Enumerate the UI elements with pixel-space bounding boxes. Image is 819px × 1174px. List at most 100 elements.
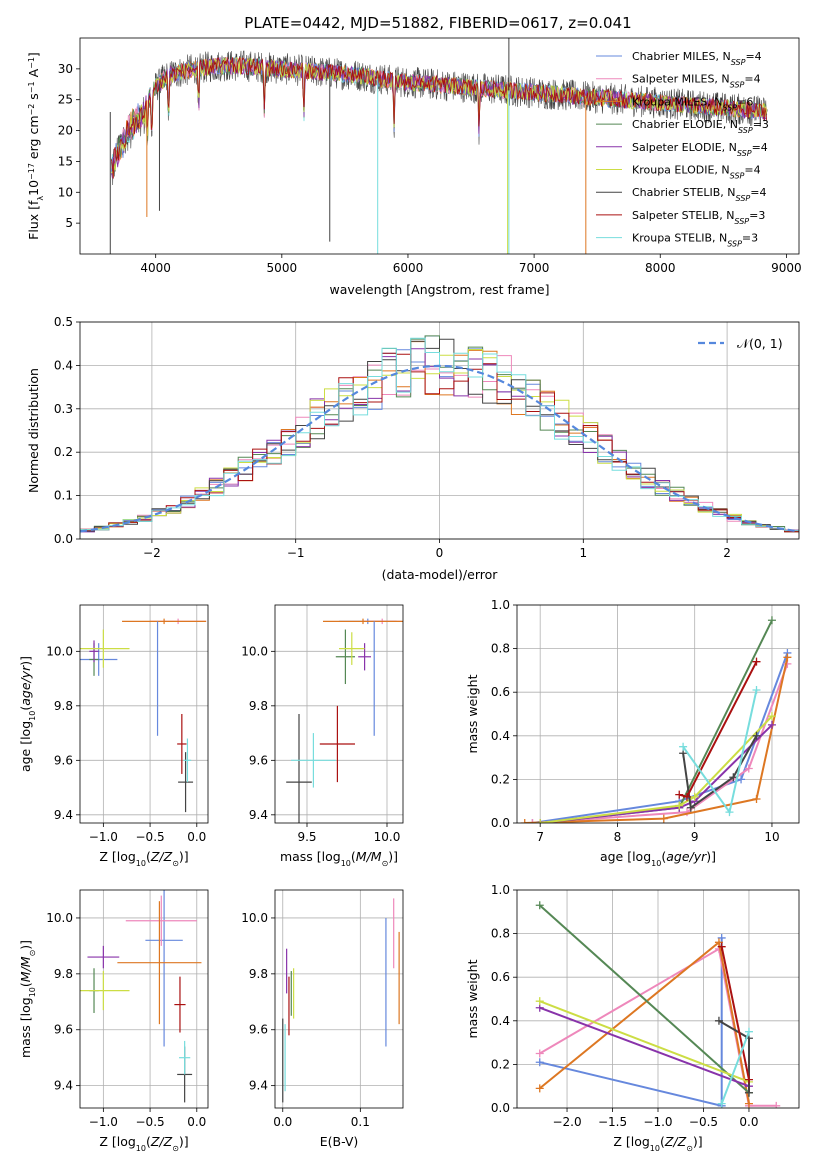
label-part: mass [log (18, 997, 33, 1058)
weight-marker (535, 997, 544, 1006)
y-axis-label: mass weight (465, 674, 480, 753)
weight-marker (767, 616, 776, 625)
normal-curve (80, 364, 799, 533)
axes-frame (79, 321, 800, 540)
weight-marker (535, 901, 544, 910)
label-part: Z/Z (150, 1134, 173, 1149)
axes-frame (274, 889, 404, 1109)
weight-marker (772, 1101, 781, 1108)
y-tick-label: 0.6 (491, 970, 510, 984)
y-tick-label: 25 (58, 93, 73, 107)
legend-tail: =4 (752, 141, 768, 154)
label-part: ( (661, 849, 666, 864)
label-part: Z/Z (150, 849, 173, 864)
label-part: mass [log (280, 849, 341, 864)
x-axis-label: Z [log10(Z/Z⊙)] (99, 849, 188, 868)
label-part: Z [log (99, 849, 135, 864)
y-tick-label: 9.6 (54, 1023, 73, 1037)
weight-marker (528, 819, 537, 823)
plot-area-spectrum (109, 38, 768, 254)
weight-line (540, 724, 773, 823)
y-tick-label: 9.8 (249, 967, 268, 981)
y-tick-label: 10.0 (46, 911, 73, 925)
x-tick-label: −1.0 (89, 1115, 118, 1129)
weight-line (720, 946, 750, 1080)
x-tick-label: 4000 (140, 261, 171, 275)
weight-marker (767, 712, 776, 721)
x-tick-label: 9.5 (297, 830, 316, 844)
legend-text: Chabrier STELIB, N (632, 186, 736, 199)
x-tick-label: −0.5 (136, 1115, 165, 1129)
y-axis-label: Flux [fλ10−17 erg cm−2 s−1 A−1] (26, 52, 45, 240)
weight-marker (675, 790, 684, 799)
y-axis-label: age [log10(age/yr)] (18, 656, 37, 772)
legend-text: Kroupa STELIB, N (632, 232, 727, 245)
y-tick-label: 9.4 (54, 1079, 73, 1093)
y-tick-label: 0.4 (491, 1014, 510, 1028)
weight-marker (714, 1016, 723, 1025)
label-part: −1 (27, 57, 36, 69)
x-tick-label: −0.5 (689, 1115, 718, 1129)
weight-line (540, 715, 773, 823)
y-tick-label: 10 (58, 185, 73, 199)
y-tick-label: 9.8 (54, 967, 73, 981)
y-tick-label: 0.4 (491, 729, 510, 743)
legend-tail: =6 (737, 95, 753, 108)
weight-marker (744, 1088, 753, 1097)
weight-marker (737, 775, 746, 784)
legend-label: 𝒩(0, 1) (737, 336, 783, 351)
y-tick-label: 0.8 (491, 927, 510, 941)
label-part: ⊙ (172, 859, 179, 868)
spectrum-line (111, 57, 768, 179)
x-tick-label: −1 (287, 546, 305, 560)
y-tick-label: 20 (58, 124, 73, 138)
legend-tail: =3 (753, 118, 769, 131)
panel-age_vs_Z: −1.0 −0.5 0.09.49.69.810.0Z [log10(Z/Z⊙)]a… (18, 604, 209, 868)
weight-marker (690, 792, 699, 801)
legend-text: Salpeter MILES, N (632, 73, 730, 86)
label-part: Z [log (613, 1134, 649, 1149)
panel-residuals: −2 −1 0 1 2 0.0 0.1 0.2 0.3 0.4 0.5 𝒩(0, 1) (data-mo… (26, 315, 800, 582)
weight-marker (679, 742, 688, 751)
legend-tail: =4 (745, 50, 761, 63)
label-part: 10 (26, 180, 41, 196)
weight-marker (744, 764, 753, 773)
label-part: ( (146, 849, 151, 864)
axes-frame (79, 37, 800, 255)
legend-sub: SSP (730, 171, 745, 180)
label-part: )] (388, 849, 398, 864)
weight-marker (714, 938, 723, 947)
label-part: ⊙ (382, 859, 389, 868)
label-part: )] (18, 940, 33, 950)
label-part: )] (179, 1134, 189, 1149)
label-part: M/M (356, 849, 382, 864)
x-tick-label: 7 (536, 830, 544, 844)
weight-line (539, 1000, 750, 1083)
y-tick-label: 9.8 (54, 699, 73, 713)
weight-line (532, 652, 789, 823)
x-axis-label: E(B-V) (320, 1134, 359, 1149)
y-tick-label: 0.3 (54, 402, 73, 416)
label-part: )] (18, 656, 33, 666)
legend-label: Chabrier MILES, NSSP=4 (632, 50, 762, 67)
x-axis-label: Z [log10(Z/Z⊙)] (613, 1134, 702, 1153)
x-tick-label: 10 (764, 830, 779, 844)
panel-age_vs_mass: 9.5 10.0 9.4 9.6 9.8 10.0 mass [log10(M/M⊙)] (241, 604, 404, 868)
x-tick-label: 8 (614, 830, 622, 844)
panel-mass_weight_vs_Z: −2.0 −1.5 −1.0 −0.5 0.0 0.0 0.2 0.4 0.6 0.8 1.0 Z [… (465, 883, 800, 1153)
label-part: −2 (27, 104, 36, 116)
y-tick-label: 9.6 (249, 753, 268, 767)
legend-tail: =4 (744, 164, 760, 177)
weight-marker (752, 731, 761, 740)
label-part: age/yr (666, 849, 707, 864)
plot-area-mass_weight_vs_Z (535, 901, 781, 1108)
x-tick-label: 0.0 (739, 1115, 758, 1129)
legend-text: Kroupa MILES, N (632, 95, 722, 108)
y-tick-label: 1.0 (491, 598, 510, 612)
legend-label: Chabrier STELIB, NSSP=4 (632, 186, 766, 203)
label-part: Z/Z (664, 1134, 687, 1149)
y-axis-label: mass weight (465, 959, 480, 1038)
legend-label: Chabrier ELODIE, NSSP=3 (632, 118, 769, 135)
weight-marker (686, 803, 695, 812)
